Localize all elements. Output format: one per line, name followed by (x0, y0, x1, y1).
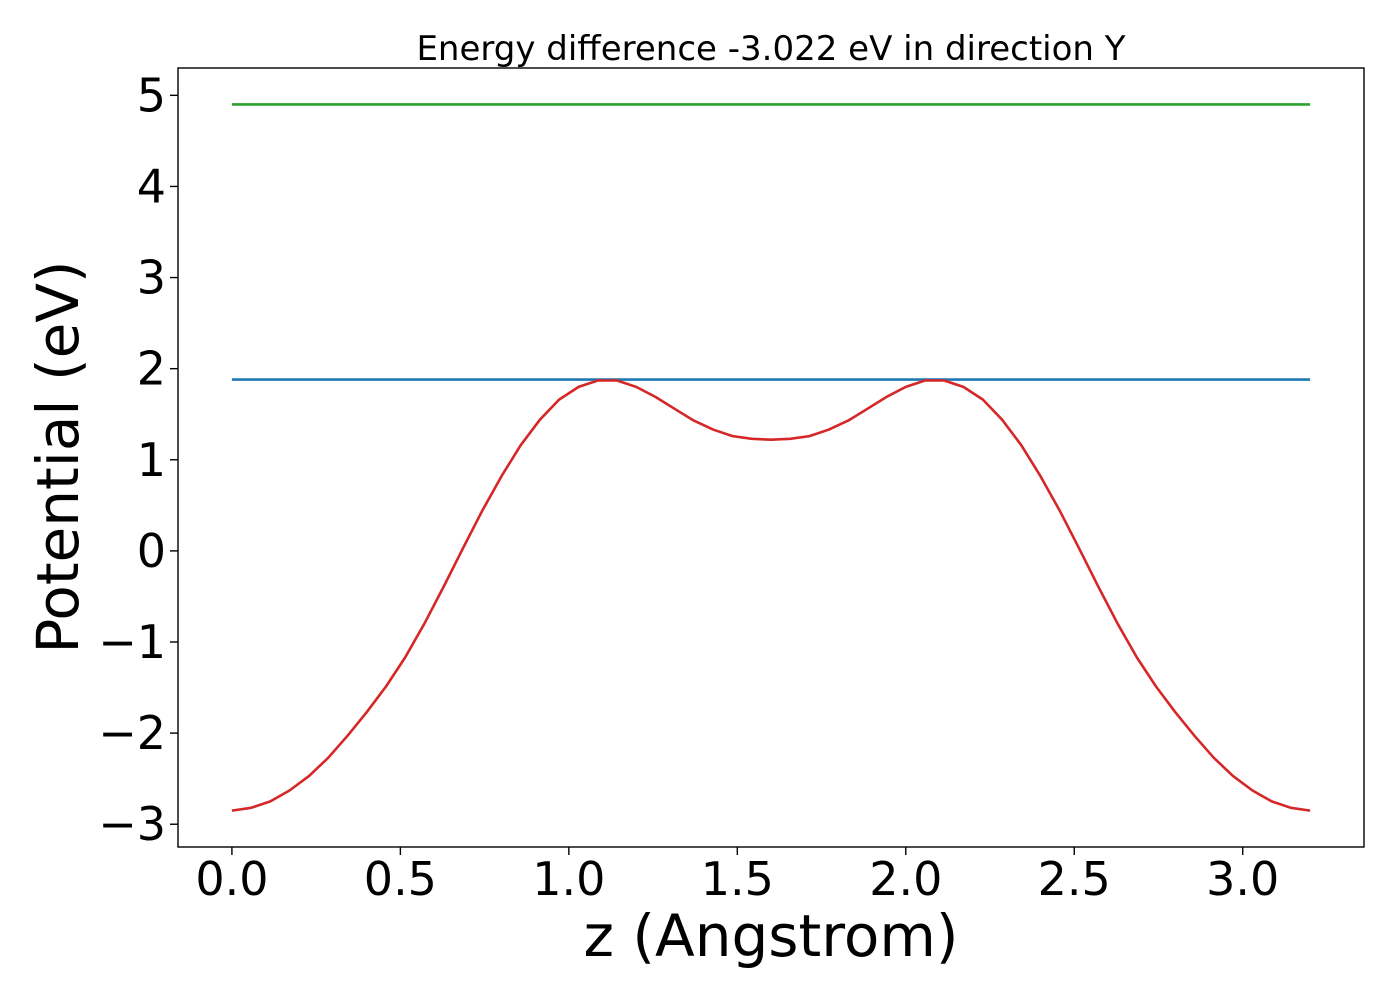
x-tick-label: 1.5 (701, 852, 774, 906)
x-tick-label: 0.0 (195, 852, 268, 906)
x-axis-label: z (Angstrom) (584, 902, 959, 970)
x-tick-label: 3.0 (1206, 852, 1279, 906)
y-tick-label: 4 (137, 159, 166, 213)
series-group (231, 103, 1311, 812)
plot-frame (177, 67, 1365, 848)
y-axis-label: Potential (eV) (24, 260, 92, 653)
x-tick-label: 2.5 (1038, 852, 1111, 906)
series-line-2 (231, 379, 1311, 812)
y-tick-label: −2 (98, 706, 166, 760)
y-axis: −3 −2 −1 0 1 2 3 4 5 (98, 68, 178, 851)
y-tick-label: 3 (137, 251, 166, 305)
x-axis: 0.0 0.5 1.0 1.5 2.0 2.5 3.0 (195, 847, 1279, 906)
y-tick-label: 1 (137, 433, 166, 487)
plot-area (177, 67, 1365, 848)
x-tick-label: 2.0 (869, 852, 942, 906)
x-tick-label: 1.0 (532, 852, 605, 906)
x-tick-label: 0.5 (364, 852, 437, 906)
y-tick-label: 2 (137, 342, 166, 396)
y-tick-label: −1 (98, 615, 166, 669)
y-tick-label: −3 (98, 797, 166, 851)
y-tick-label: 5 (137, 68, 166, 122)
y-tick-label: 0 (137, 524, 166, 578)
plot-background (178, 68, 1364, 847)
chart-title: Energy difference -3.022 eV in direction… (416, 29, 1125, 69)
